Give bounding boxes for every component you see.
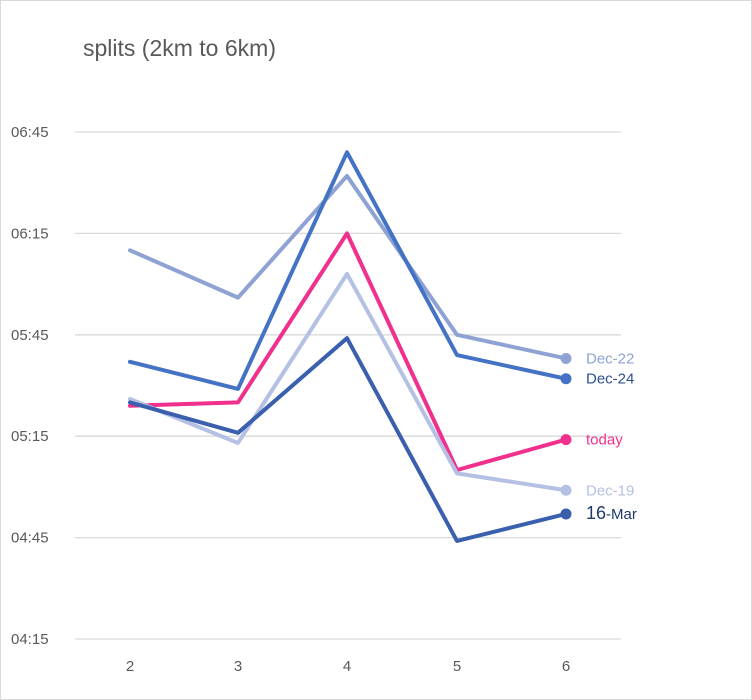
grid-lines: [75, 131, 621, 640]
x-tick-label: 6: [562, 658, 570, 675]
series-line-Dec-24: [128, 150, 568, 391]
series-line-16-Mar: [128, 336, 568, 543]
x-tick-label: 2: [126, 658, 134, 675]
series-label-Dec-24: Dec-24: [586, 371, 634, 388]
y-tick-label: 05:45: [11, 327, 49, 344]
y-axis-ticks: 04:15 04:45 05:15 05:45 06:15 06:45: [11, 124, 49, 648]
series-end-marker-today: [560, 434, 572, 446]
series-end-marker-16-Mar: [560, 508, 572, 520]
x-tick-label: 3: [234, 658, 242, 675]
series-end-marker-Dec-22: [560, 352, 572, 364]
series-line-Dec-22: [128, 173, 568, 361]
x-tick-label: 5: [453, 658, 461, 675]
chart-title: splits (2km to 6km): [83, 35, 276, 61]
series-line-today: [128, 231, 568, 472]
series-label-today: today: [586, 432, 623, 449]
y-tick-label: 04:45: [11, 530, 49, 547]
series-label-Dec-19: Dec-19: [586, 482, 634, 499]
series-label-Dec-22: Dec-22: [586, 350, 634, 367]
y-tick-label: 05:15: [11, 428, 49, 445]
series-label-16-Mar: 16-Mar: [586, 503, 637, 523]
x-tick-label: 4: [343, 658, 351, 675]
series-line-Dec-19: [128, 271, 568, 493]
series-lines: [128, 150, 572, 543]
series-end-marker-Dec-24: [560, 373, 572, 385]
x-axis-ticks: 2 3 4 5 6: [126, 658, 570, 675]
series-end-marker-Dec-19: [560, 484, 572, 496]
y-tick-label: 06:15: [11, 225, 49, 242]
series-labels: Dec-22 Dec-24 today Dec-19 16-Mar: [586, 350, 637, 522]
y-tick-label: 06:45: [11, 124, 49, 141]
y-tick-label: 04:15: [11, 631, 49, 648]
